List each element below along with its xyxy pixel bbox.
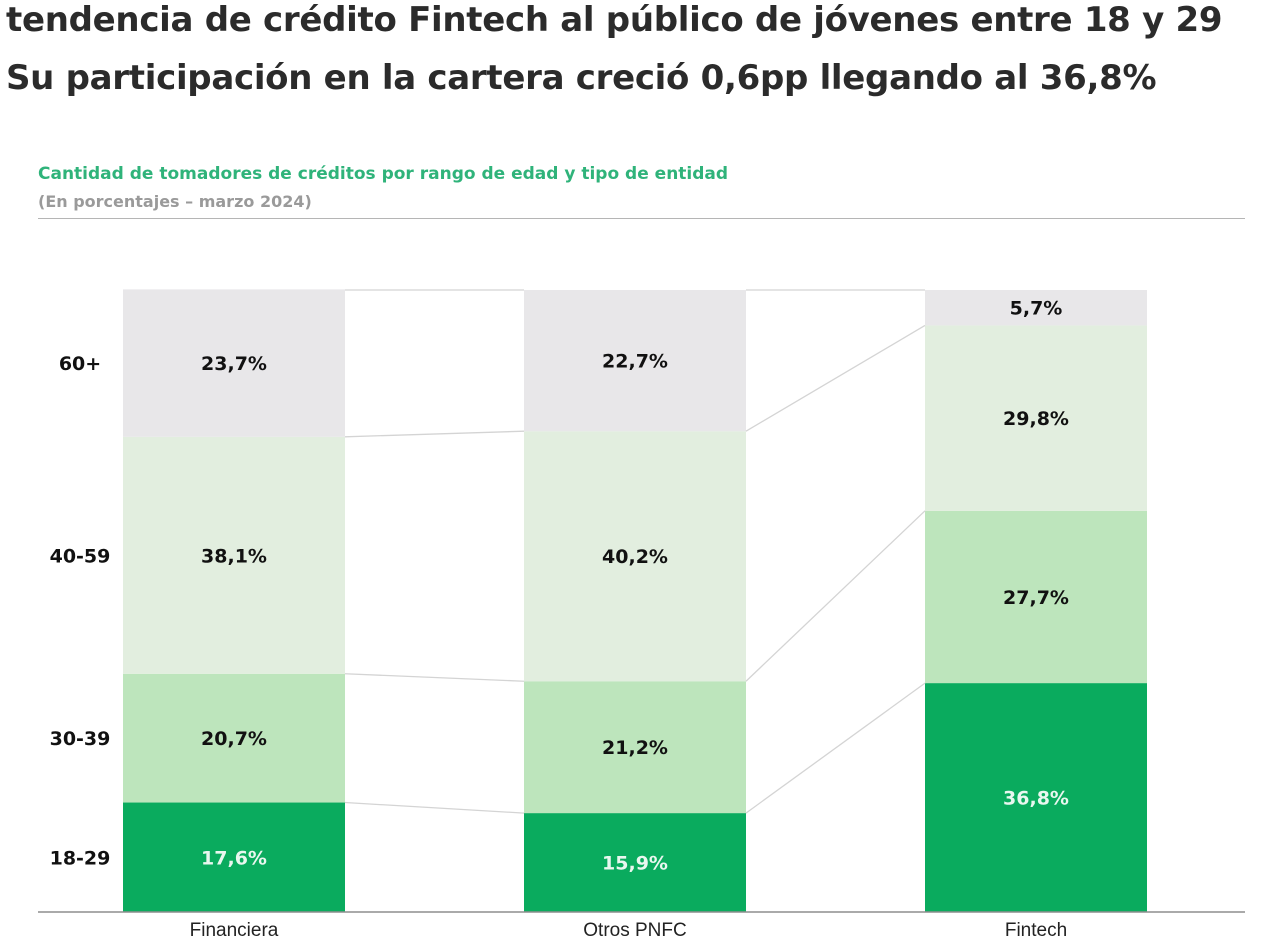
bar-segment-40-59-fintech bbox=[925, 325, 1147, 511]
data-label: 20,7% bbox=[201, 728, 267, 750]
bar-segment-60+-otros-pnfc bbox=[524, 290, 746, 432]
data-label: 22,7% bbox=[602, 351, 668, 373]
bar-segment-30-39-financiera bbox=[123, 673, 345, 803]
bar-segment-30-39-otros-pnfc bbox=[524, 681, 746, 814]
connector-line bbox=[344, 430, 525, 438]
connector-line bbox=[745, 682, 926, 814]
data-label: 21,2% bbox=[602, 737, 668, 759]
bars-group bbox=[123, 289, 1147, 912]
connector-lines-group bbox=[344, 289, 926, 814]
bar-segment-40-59-otros-pnfc bbox=[524, 431, 746, 682]
data-label: 5,7% bbox=[1010, 298, 1063, 320]
category-label: Fintech bbox=[1005, 920, 1067, 941]
legend-label: 60+ bbox=[59, 353, 101, 375]
headline-line-1: tendencia de crédito Fintech al público … bbox=[6, 0, 1223, 40]
data-label: 36,8% bbox=[1003, 788, 1069, 810]
legend-label: 40-59 bbox=[50, 545, 111, 567]
bar-segment-60+-financiera bbox=[123, 289, 345, 437]
connector-line bbox=[745, 510, 926, 682]
connector-line bbox=[344, 673, 525, 682]
chart-title: Cantidad de tomadores de créditos por ra… bbox=[38, 164, 729, 184]
data-label: 17,6% bbox=[201, 847, 267, 869]
headline-line-2: Su participación en la cartera creció 0,… bbox=[6, 58, 1157, 98]
data-label: 23,7% bbox=[201, 353, 267, 375]
connector-line bbox=[344, 801, 525, 814]
data-labels-group: 17,6% 15,9% 36,8% 20,7% 21,2% 27,7% 38,1% 40,2%… bbox=[201, 298, 1069, 875]
category-label: Financiera bbox=[190, 920, 279, 941]
bar-segment-40-59-financiera bbox=[123, 436, 345, 674]
chart-subtitle: (En porcentajes – marzo 2024) bbox=[38, 192, 312, 211]
data-label: 38,1% bbox=[201, 545, 267, 567]
legend-label: 30-39 bbox=[50, 728, 111, 750]
legend-label: 18-29 bbox=[50, 847, 111, 869]
bar-segment-18-29-financiera bbox=[123, 802, 345, 912]
data-label: 40,2% bbox=[602, 546, 668, 568]
bar-segment-18-29-fintech bbox=[925, 683, 1147, 912]
bar-segment-30-39-fintech bbox=[925, 510, 1147, 684]
connector-line bbox=[745, 324, 926, 432]
title-divider bbox=[38, 218, 1245, 219]
bar-segment-18-29-otros-pnfc bbox=[524, 813, 746, 912]
data-label: 27,7% bbox=[1003, 587, 1069, 609]
bar-segment-60+-fintech bbox=[925, 290, 1147, 326]
data-label: 29,8% bbox=[1003, 408, 1069, 430]
category-label: Otros PNFC bbox=[583, 920, 686, 941]
data-label: 15,9% bbox=[602, 853, 668, 875]
